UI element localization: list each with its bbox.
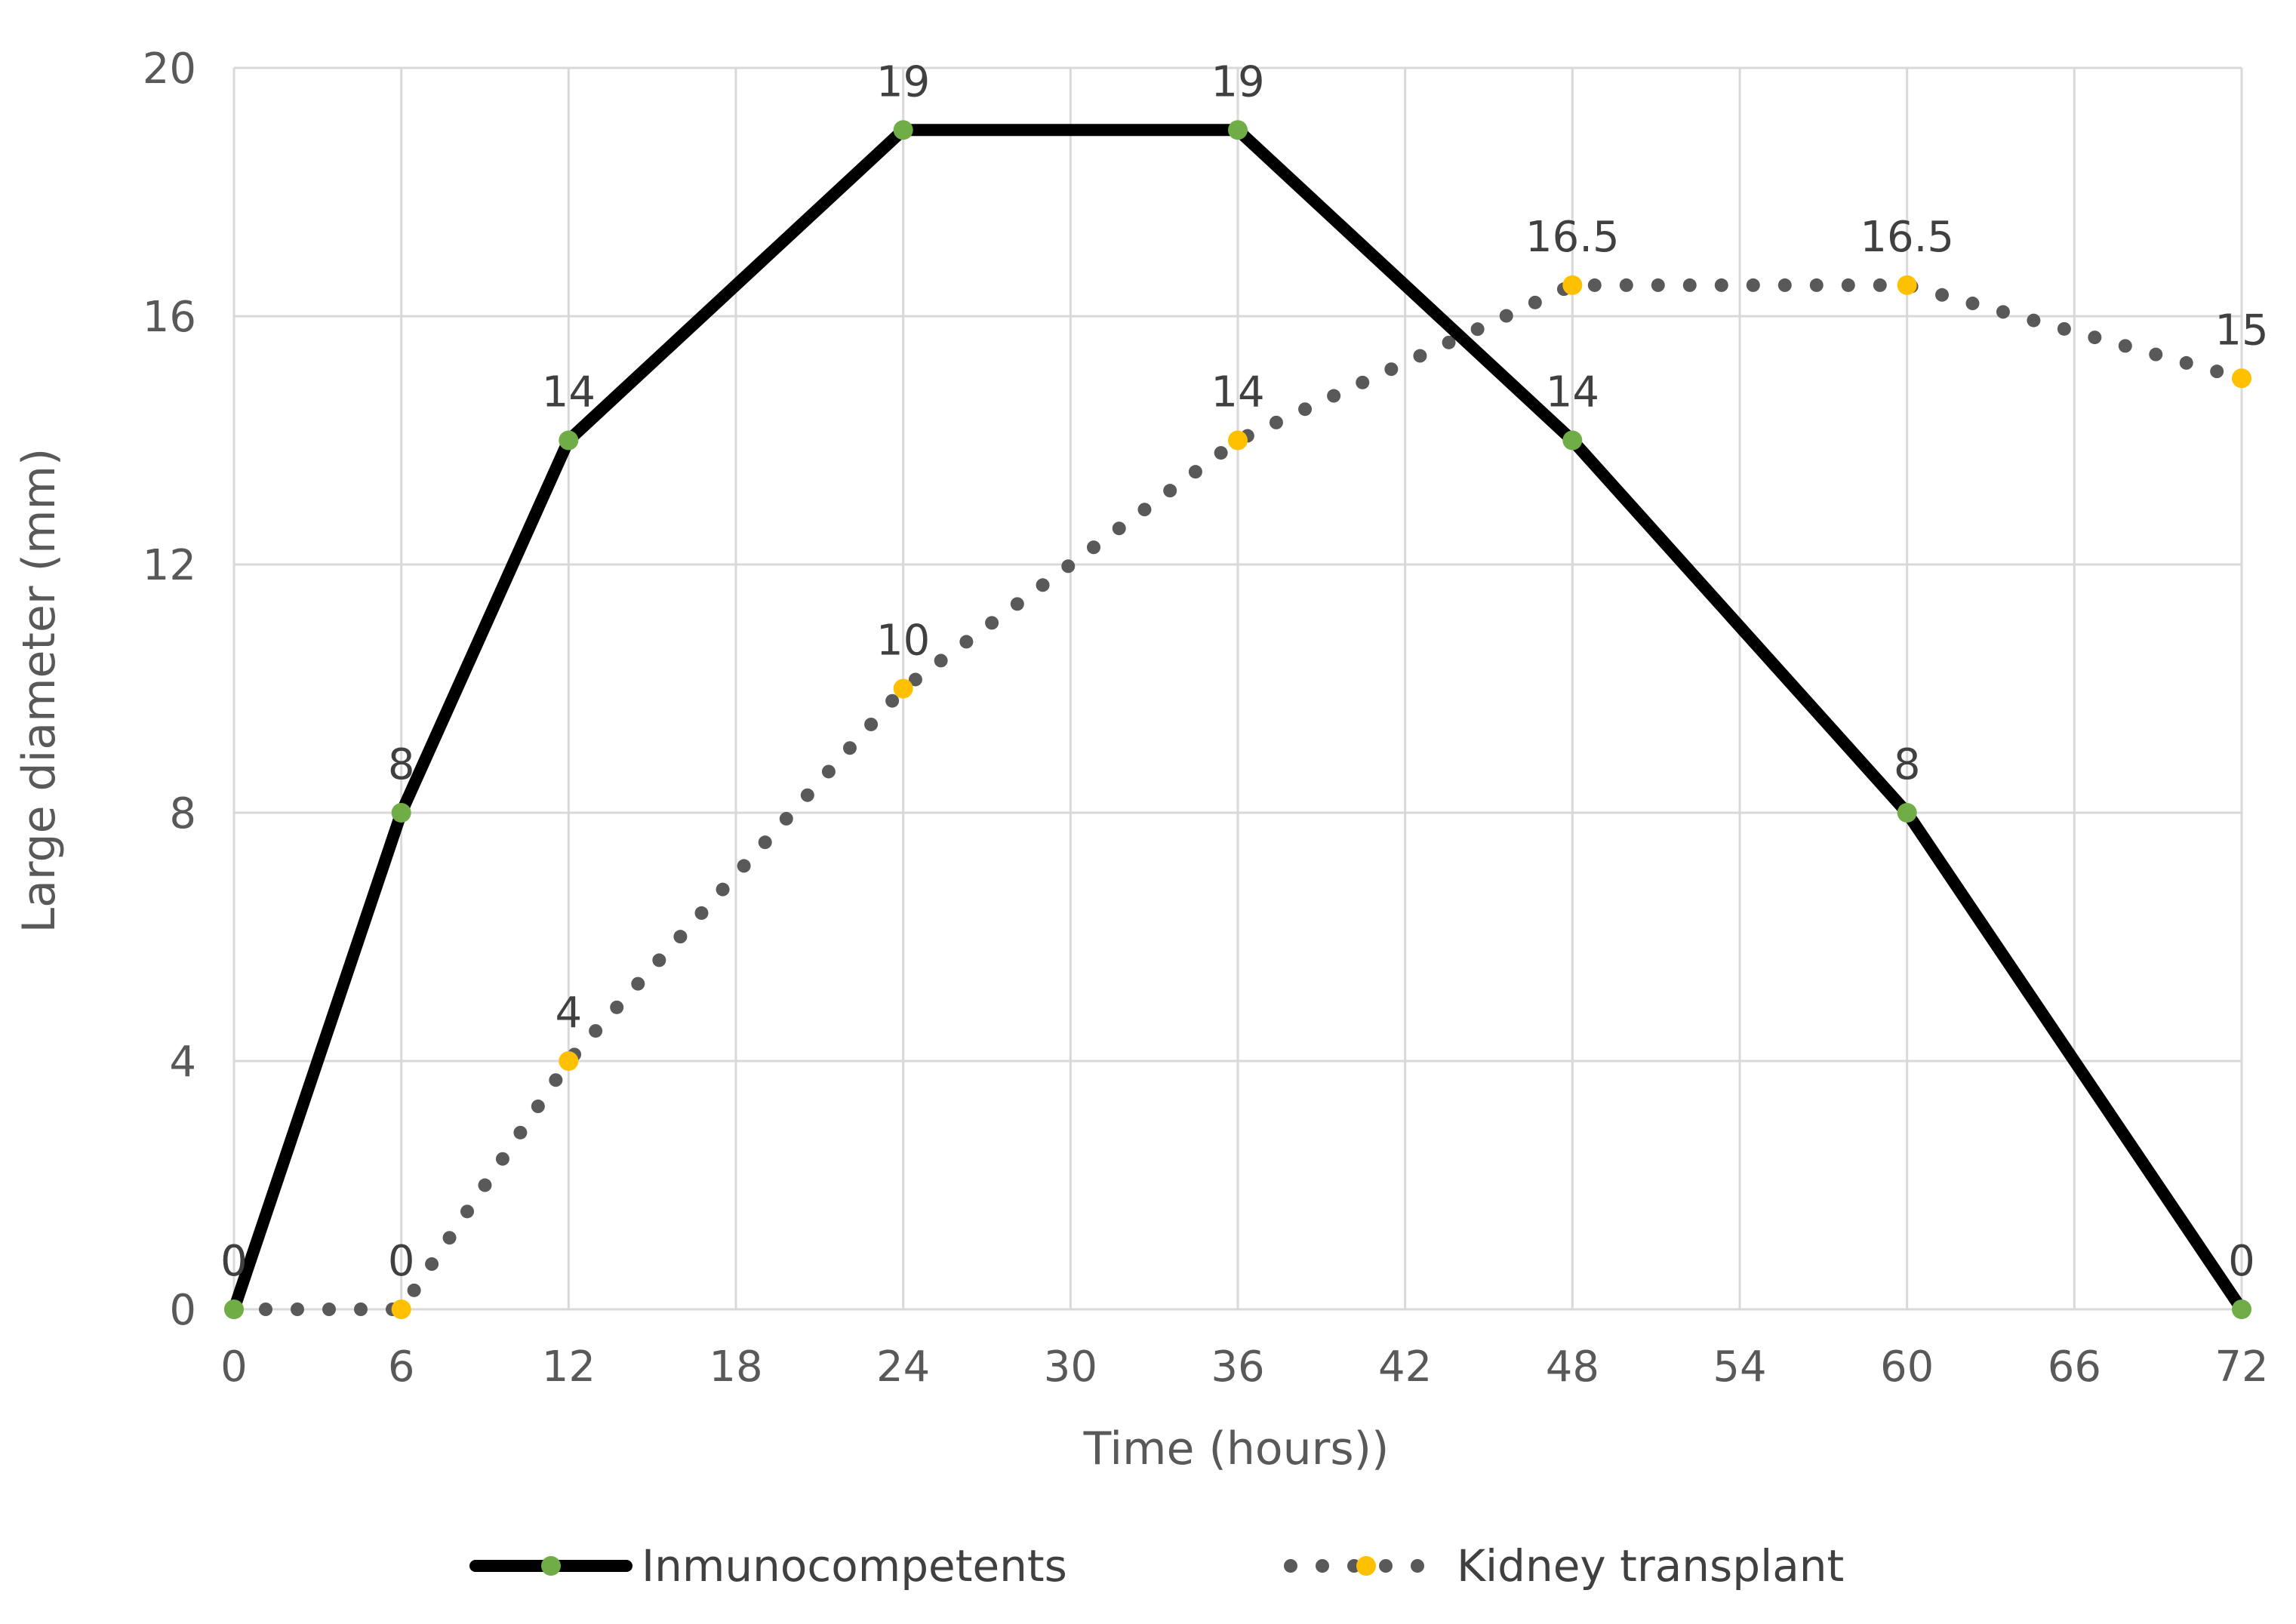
data-label: 14 [542,368,596,417]
series-line-inmunocompetents [228,124,2248,1315]
legend-item: Inmunocompetents [469,1540,1067,1592]
data-label: 10 [876,617,930,666]
data-label: 0 [388,1237,415,1286]
data-label: 15 [2214,306,2268,355]
y-tick-label: 12 [143,541,196,590]
data-point-marker [1562,430,1583,451]
x-tick-label: 24 [876,1343,930,1392]
x-axis-ticks: 0 6 12 18 24 30 36 42 48 54 60 66 72 [220,1343,2268,1392]
y-tick-label: 0 [169,1286,196,1335]
y-axis-title: Large diameter (mm) [13,448,66,933]
x-tick-label: 30 [1044,1343,1097,1392]
y-tick-label: 20 [143,45,196,94]
legend-item: Kidney transplant [1284,1540,1844,1592]
y-tick-label: 16 [143,293,196,342]
data-point-marker [391,1300,411,1319]
data-label: 4 [556,989,583,1038]
data-label: 19 [876,57,930,106]
y-tick-label: 8 [169,789,196,838]
data-label: 16.5 [1860,213,1954,262]
data-point-marker [1897,803,1917,823]
y-axis-ticks: 0 4 8 12 16 20 [143,45,196,1335]
legend-marker-swatch [541,1556,561,1576]
data-point-marker [2232,368,2251,389]
data-label: 8 [1894,740,1921,789]
data-point-marker [1562,275,1583,295]
data-label: 14 [1546,368,1599,417]
data-point-marker [893,120,913,140]
data-point-marker [391,803,411,823]
x-tick-label: 60 [1880,1343,1934,1392]
data-label: 0 [2228,1237,2255,1286]
x-tick-label: 72 [2214,1343,2268,1392]
x-tick-label: 18 [709,1343,762,1392]
x-tick-label: 42 [1378,1343,1432,1392]
data-point-marker [559,430,579,451]
y-tick-label: 4 [169,1038,196,1087]
data-point-marker [1228,430,1248,451]
data-label: 14 [1211,368,1264,417]
legend-label: Inmunocompetents [642,1540,1067,1592]
series-layer [224,120,2251,1319]
data-point-marker [1228,120,1248,140]
data-point-marker [559,1051,579,1071]
data-point-marker [1897,275,1917,295]
x-tick-label: 66 [2048,1343,2101,1392]
data-label: 19 [1211,57,1264,106]
legend-label: Kidney transplant [1457,1540,1844,1592]
x-tick-label: 0 [220,1343,248,1392]
x-tick-label: 12 [542,1343,596,1392]
data-label: 8 [388,740,415,789]
data-point-marker [893,678,913,699]
data-point-marker [2232,1300,2251,1319]
grid [232,66,2243,1311]
x-tick-label: 36 [1211,1343,1264,1392]
data-label: 0 [220,1237,248,1286]
data-point-marker [224,1300,244,1319]
x-axis-title: Time (hours)) [1083,1423,1390,1475]
legend: Inmunocompetents Kidney transplant [469,1540,1844,1592]
data-label: 0 [220,1237,248,1286]
data-label: 16.5 [1525,213,1620,262]
x-tick-label: 6 [388,1343,415,1392]
x-tick-label: 48 [1546,1343,1599,1392]
legend-marker-swatch [1356,1556,1376,1576]
series-line-kidney-transplant [227,278,2248,1316]
x-tick-label: 54 [1713,1343,1766,1392]
